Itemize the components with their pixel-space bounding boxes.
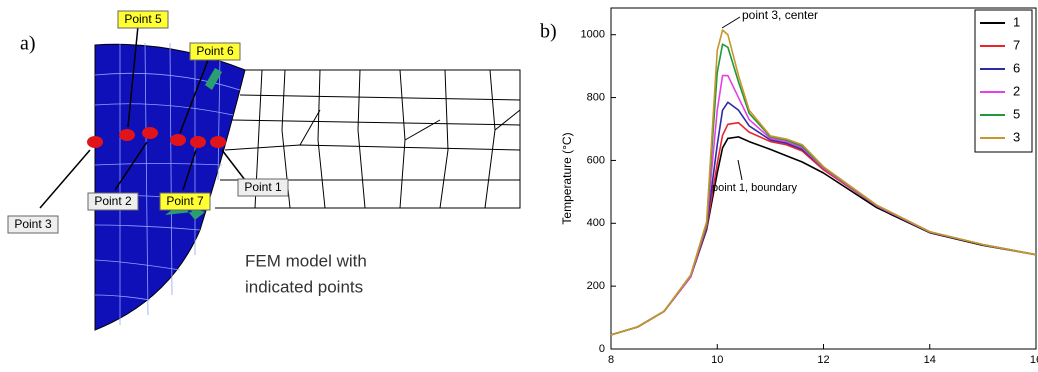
x-tick-label: 14 bbox=[924, 354, 936, 366]
series-line bbox=[611, 123, 1036, 335]
series-line bbox=[611, 30, 1036, 335]
point-marker bbox=[210, 136, 226, 148]
series-line bbox=[611, 102, 1036, 335]
y-tick-label: 800 bbox=[587, 91, 605, 103]
series-line bbox=[611, 44, 1036, 335]
legend-label: 6 bbox=[1013, 60, 1020, 75]
panel-label: a) bbox=[20, 33, 36, 55]
legend-label: 5 bbox=[1013, 106, 1020, 121]
point-label: Point 7 bbox=[166, 194, 204, 208]
point-marker bbox=[190, 136, 206, 148]
annotation: point 3, center bbox=[742, 8, 818, 22]
y-tick-label: 400 bbox=[587, 217, 605, 229]
annotation-arrow bbox=[722, 17, 740, 28]
legend-label: 7 bbox=[1013, 37, 1020, 52]
legend-label: 3 bbox=[1013, 129, 1020, 144]
caption: FEM model with bbox=[245, 251, 367, 270]
point-marker bbox=[87, 136, 103, 148]
annotation: point 1, boundary bbox=[712, 182, 798, 194]
legend-label: 1 bbox=[1013, 14, 1020, 29]
y-tick-label: 1000 bbox=[581, 29, 605, 41]
panel-label: b) bbox=[540, 21, 557, 43]
annotation-arrow bbox=[738, 160, 742, 180]
point-label: Point 3 bbox=[14, 217, 52, 231]
y-tick-label: 0 bbox=[599, 343, 605, 355]
legend-label: 2 bbox=[1013, 83, 1020, 98]
point-marker bbox=[142, 127, 158, 139]
point-marker bbox=[170, 134, 186, 146]
x-tick-label: 16 bbox=[1030, 354, 1038, 366]
y-tick-label: 200 bbox=[587, 280, 605, 292]
point-label: Point 6 bbox=[196, 44, 234, 58]
point-label: Point 2 bbox=[94, 194, 132, 208]
legend-box bbox=[975, 10, 1032, 152]
point-marker bbox=[119, 129, 135, 141]
x-tick-label: 10 bbox=[711, 354, 723, 366]
y-tick-label: 600 bbox=[587, 154, 605, 166]
x-tick-label: 8 bbox=[608, 354, 614, 366]
figure: a) b) Point 5 Point 6 Point 2 Point 7 Po… bbox=[0, 0, 1038, 372]
point-label: Point 1 bbox=[244, 180, 282, 194]
caption: indicated points bbox=[245, 277, 363, 296]
point-label: Point 5 bbox=[124, 12, 162, 26]
x-tick-label: 12 bbox=[817, 354, 829, 366]
y-axis-label: Temperature (°C) bbox=[560, 132, 574, 224]
